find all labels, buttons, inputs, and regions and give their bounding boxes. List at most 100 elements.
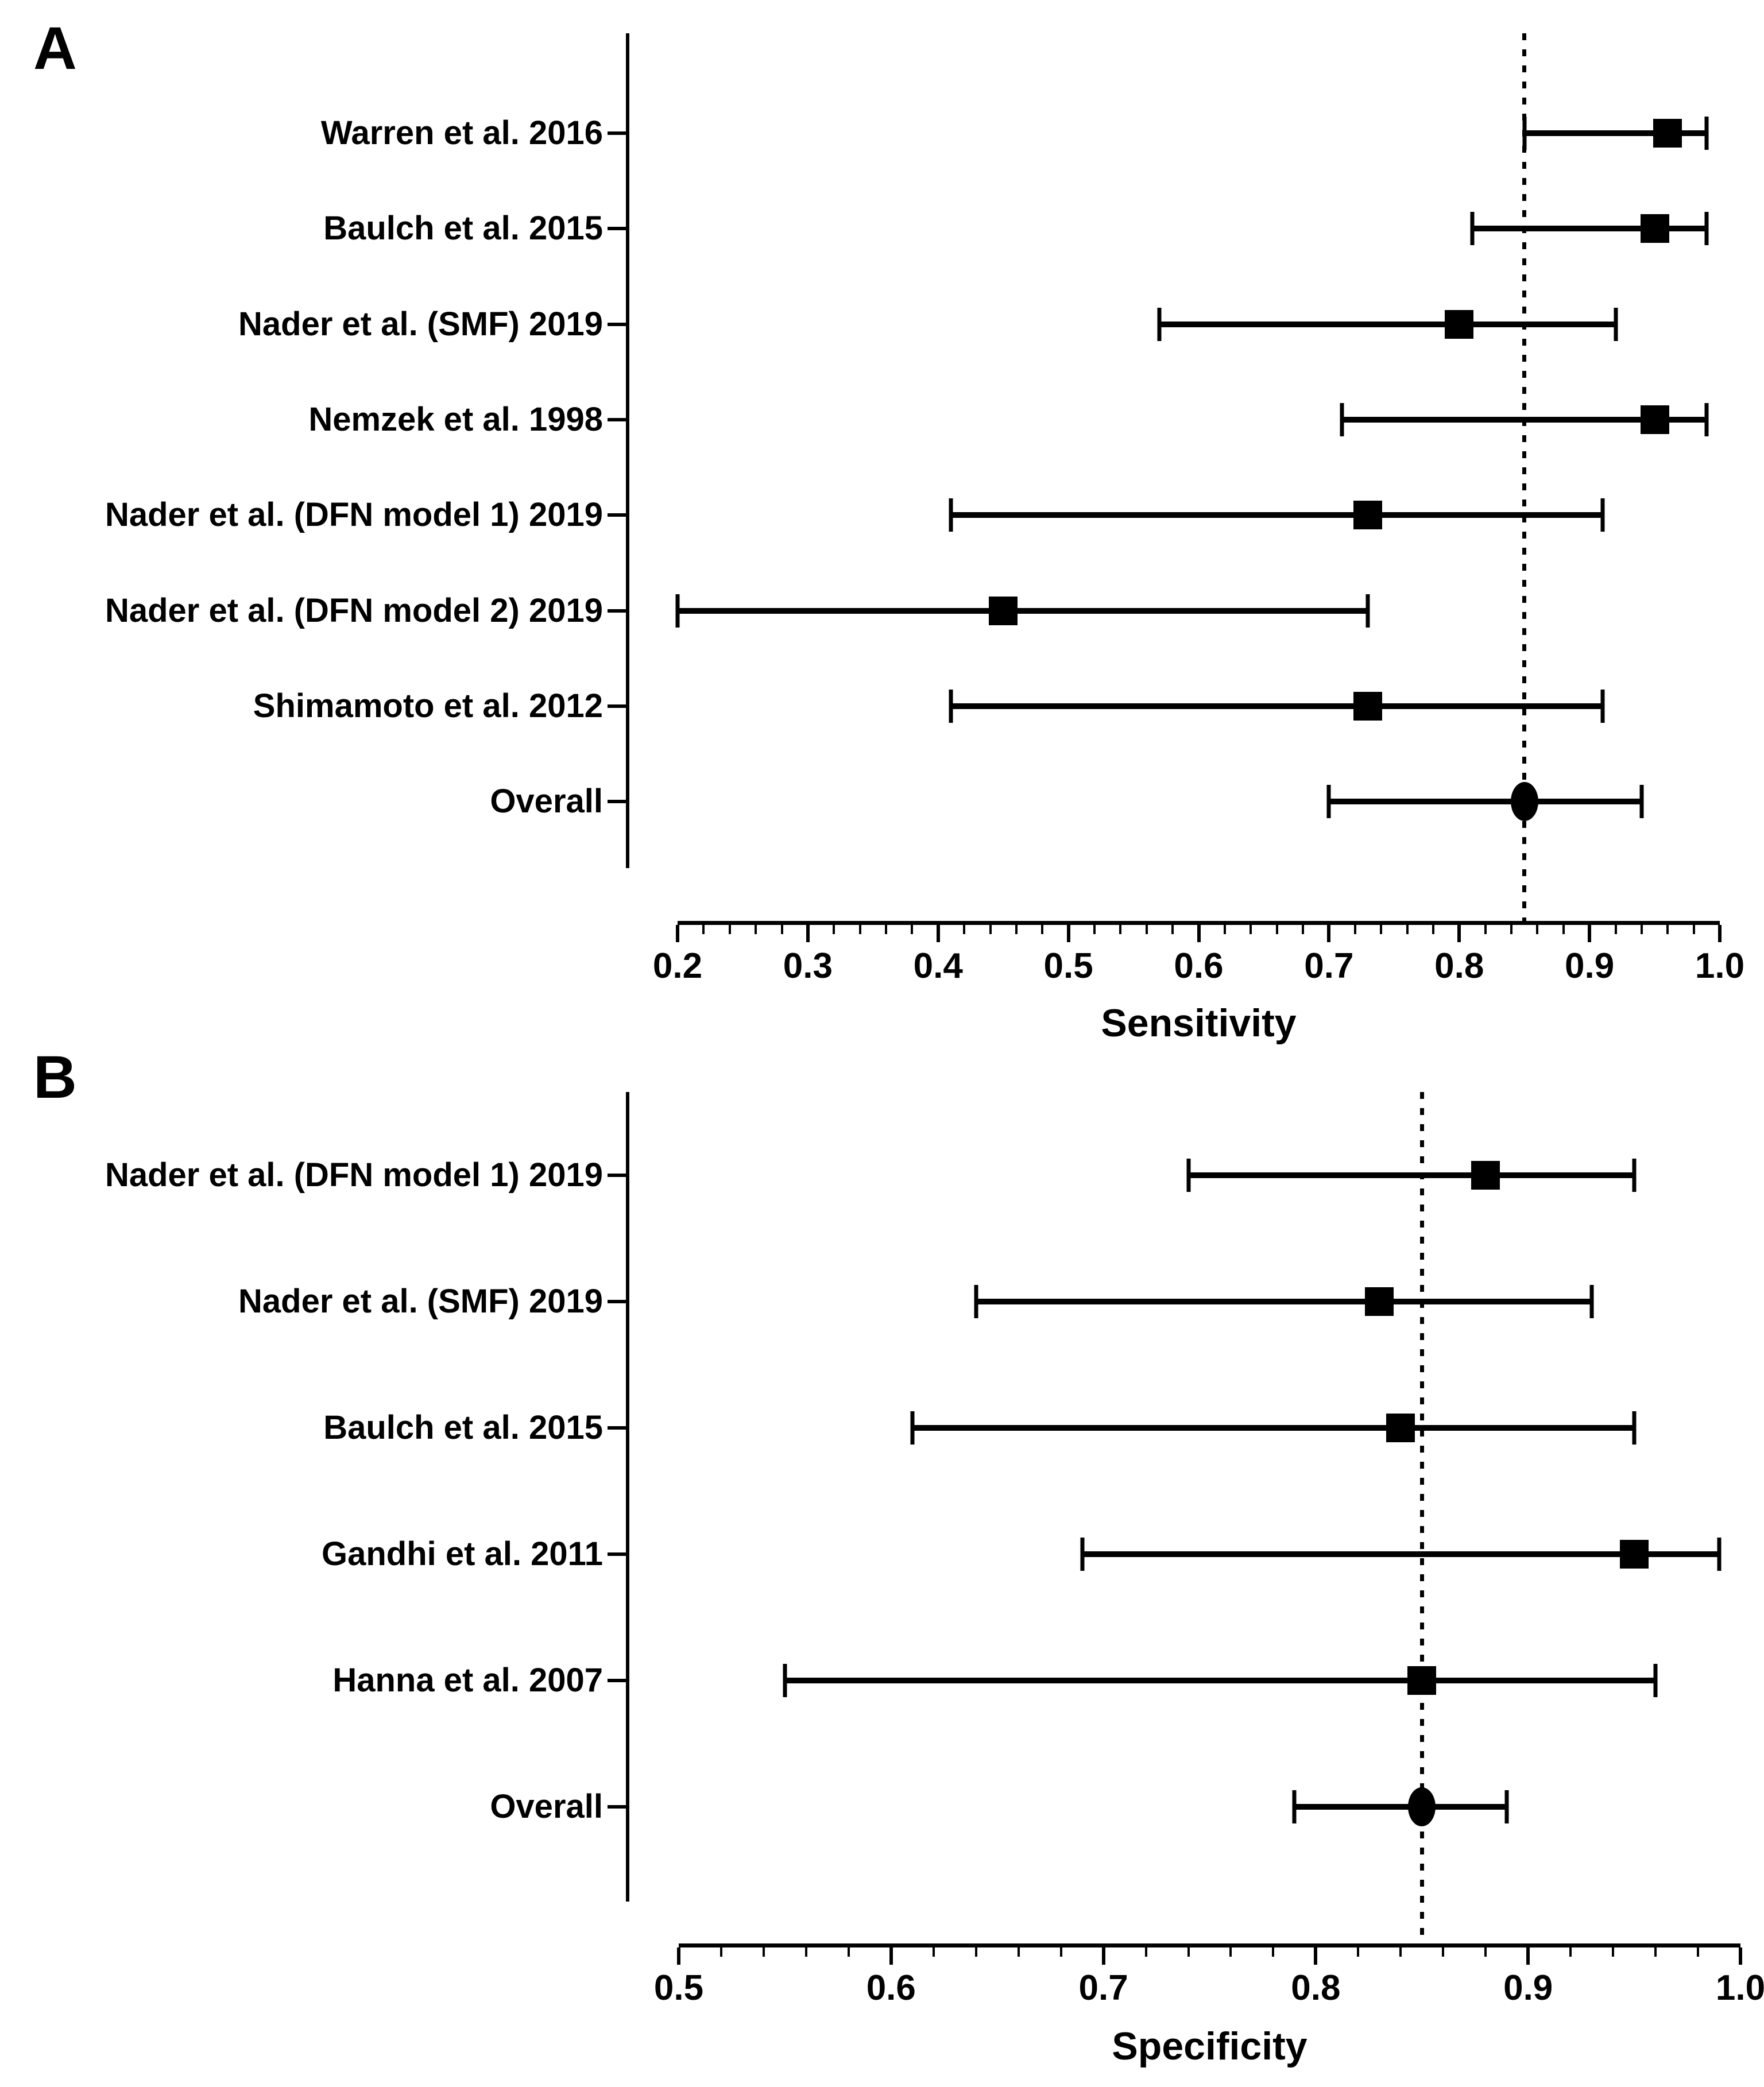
x-axis-minor-tick [1275,925,1278,934]
x-axis-minor-tick [1187,1947,1190,1957]
x-axis-minor-tick [1536,925,1539,934]
x-axis-minor-tick [858,925,861,934]
ci-upper-cap [1632,1159,1637,1192]
x-axis-minor-tick [1666,925,1669,934]
x-axis-minor-tick [1562,925,1565,934]
x-axis-major-tick [677,1947,680,1965]
ci-upper-cap [1704,117,1709,150]
ci-upper-cap [1717,1538,1722,1571]
study-estimate-marker [1407,1666,1437,1695]
category-tick [608,1174,626,1177]
study-estimate-marker [1386,1414,1415,1442]
ci-lower-cap [1292,1790,1297,1823]
x-axis-major-tick [676,925,679,942]
study-estimate-marker [1640,214,1669,243]
study-estimate-marker [1353,691,1383,721]
x-axis-minor-tick [1399,1947,1402,1957]
category-tick [608,1805,626,1809]
study-estimate-marker [989,596,1018,625]
overall-estimate-marker [1510,782,1538,822]
x-axis-minor-tick [1442,1947,1445,1957]
study-label: Gandhi et al. 2011 [322,1535,603,1573]
category-axis-line [626,1092,629,1902]
x-axis-line [678,921,1720,925]
x-axis-minor-tick [1353,925,1356,934]
study-label: Overall [490,783,603,820]
x-axis-tick-label: 0.9 [1565,946,1615,986]
overall-estimate-marker [1408,1787,1436,1826]
x-axis-minor-tick [780,925,783,934]
ci-lower-cap [1326,785,1331,819]
ci-lower-cap [1470,212,1475,246]
confidence-interval-line [1294,1804,1507,1810]
confidence-interval-line [1159,321,1616,327]
ci-upper-cap [1653,1664,1658,1697]
x-axis-minor-tick [963,925,966,934]
study-label: Overall [490,1788,603,1825]
ci-lower-cap [910,1411,915,1445]
x-axis-minor-tick [1484,925,1487,934]
study-estimate-marker [1653,119,1682,148]
x-axis-tick-label: 0.5 [653,1968,704,2008]
x-axis-minor-tick [1144,1947,1147,1957]
x-axis-minor-tick [989,925,992,934]
reference-line-dotted [1419,1092,1424,1943]
ci-upper-cap [1632,1411,1637,1445]
x-axis-minor-tick [728,925,731,934]
ci-lower-cap [783,1664,787,1697]
x-axis-minor-tick [755,925,757,934]
x-axis-minor-tick [932,1947,935,1957]
study-estimate-marker [1365,1287,1394,1316]
x-axis-minor-tick [719,1947,722,1957]
study-label: Nader et al. (DFN model 2) 2019 [105,591,603,629]
x-axis-tick-label: 1.0 [1695,946,1745,986]
x-axis-minor-tick [1380,925,1383,934]
x-axis-major-tick [889,1947,893,1965]
x-axis-major-tick [1588,925,1592,942]
confidence-interval-line [1524,130,1707,136]
x-axis-tick-label: 0.7 [1304,946,1354,986]
confidence-interval-line [951,512,1603,518]
x-axis-minor-tick [1059,1947,1062,1957]
ci-lower-cap [1340,402,1344,436]
x-axis-minor-tick [974,1947,977,1957]
x-axis-major-tick [1327,925,1331,942]
category-tick [608,1300,626,1303]
x-axis-major-tick [1066,925,1070,942]
category-tick [608,513,626,517]
study-label: Shimamoto et al. 2012 [253,687,603,725]
ci-upper-cap [1614,307,1618,341]
x-axis-tick-label: 0.9 [1503,1968,1553,2008]
panel-a-letter: A [33,15,77,82]
panel-b-letter: B [33,1044,77,1111]
x-axis-tick-label: 0.5 [1043,946,1093,986]
ci-upper-cap [1365,594,1370,628]
x-axis-minor-tick [1612,1947,1615,1957]
x-axis-minor-tick [847,1947,850,1957]
study-label: Baulch et al. 2015 [323,1409,603,1446]
x-axis-minor-tick [1302,925,1304,934]
x-axis-minor-tick [885,925,887,934]
ci-lower-cap [1080,1538,1085,1571]
x-axis-tick-label: 0.8 [1434,946,1484,986]
x-axis-tick-label: 0.6 [1174,946,1224,986]
study-estimate-marker [1445,309,1474,339]
x-axis-major-tick [1197,925,1201,942]
ci-lower-cap [1157,307,1162,341]
ci-upper-cap [1639,785,1644,819]
x-axis-minor-tick [1692,925,1695,934]
x-axis-minor-tick [1171,925,1174,934]
study-label: Nemzek et al. 1998 [308,400,603,438]
study-label: Warren et al. 2016 [320,114,603,152]
x-axis-major-tick [1718,925,1722,942]
x-axis-major-tick [1457,925,1461,942]
x-axis-major-tick [1314,1947,1318,1965]
study-estimate-marker [1640,405,1669,434]
reference-line-dotted [1522,33,1527,921]
x-axis-line [679,1943,1740,1947]
x-axis-major-tick [1526,1947,1530,1965]
confidence-interval-line [784,1678,1656,1683]
study-label: Nader et al. (SMF) 2019 [238,305,603,343]
confidence-interval-line [1329,799,1642,805]
confidence-interval-line [678,607,1368,614]
